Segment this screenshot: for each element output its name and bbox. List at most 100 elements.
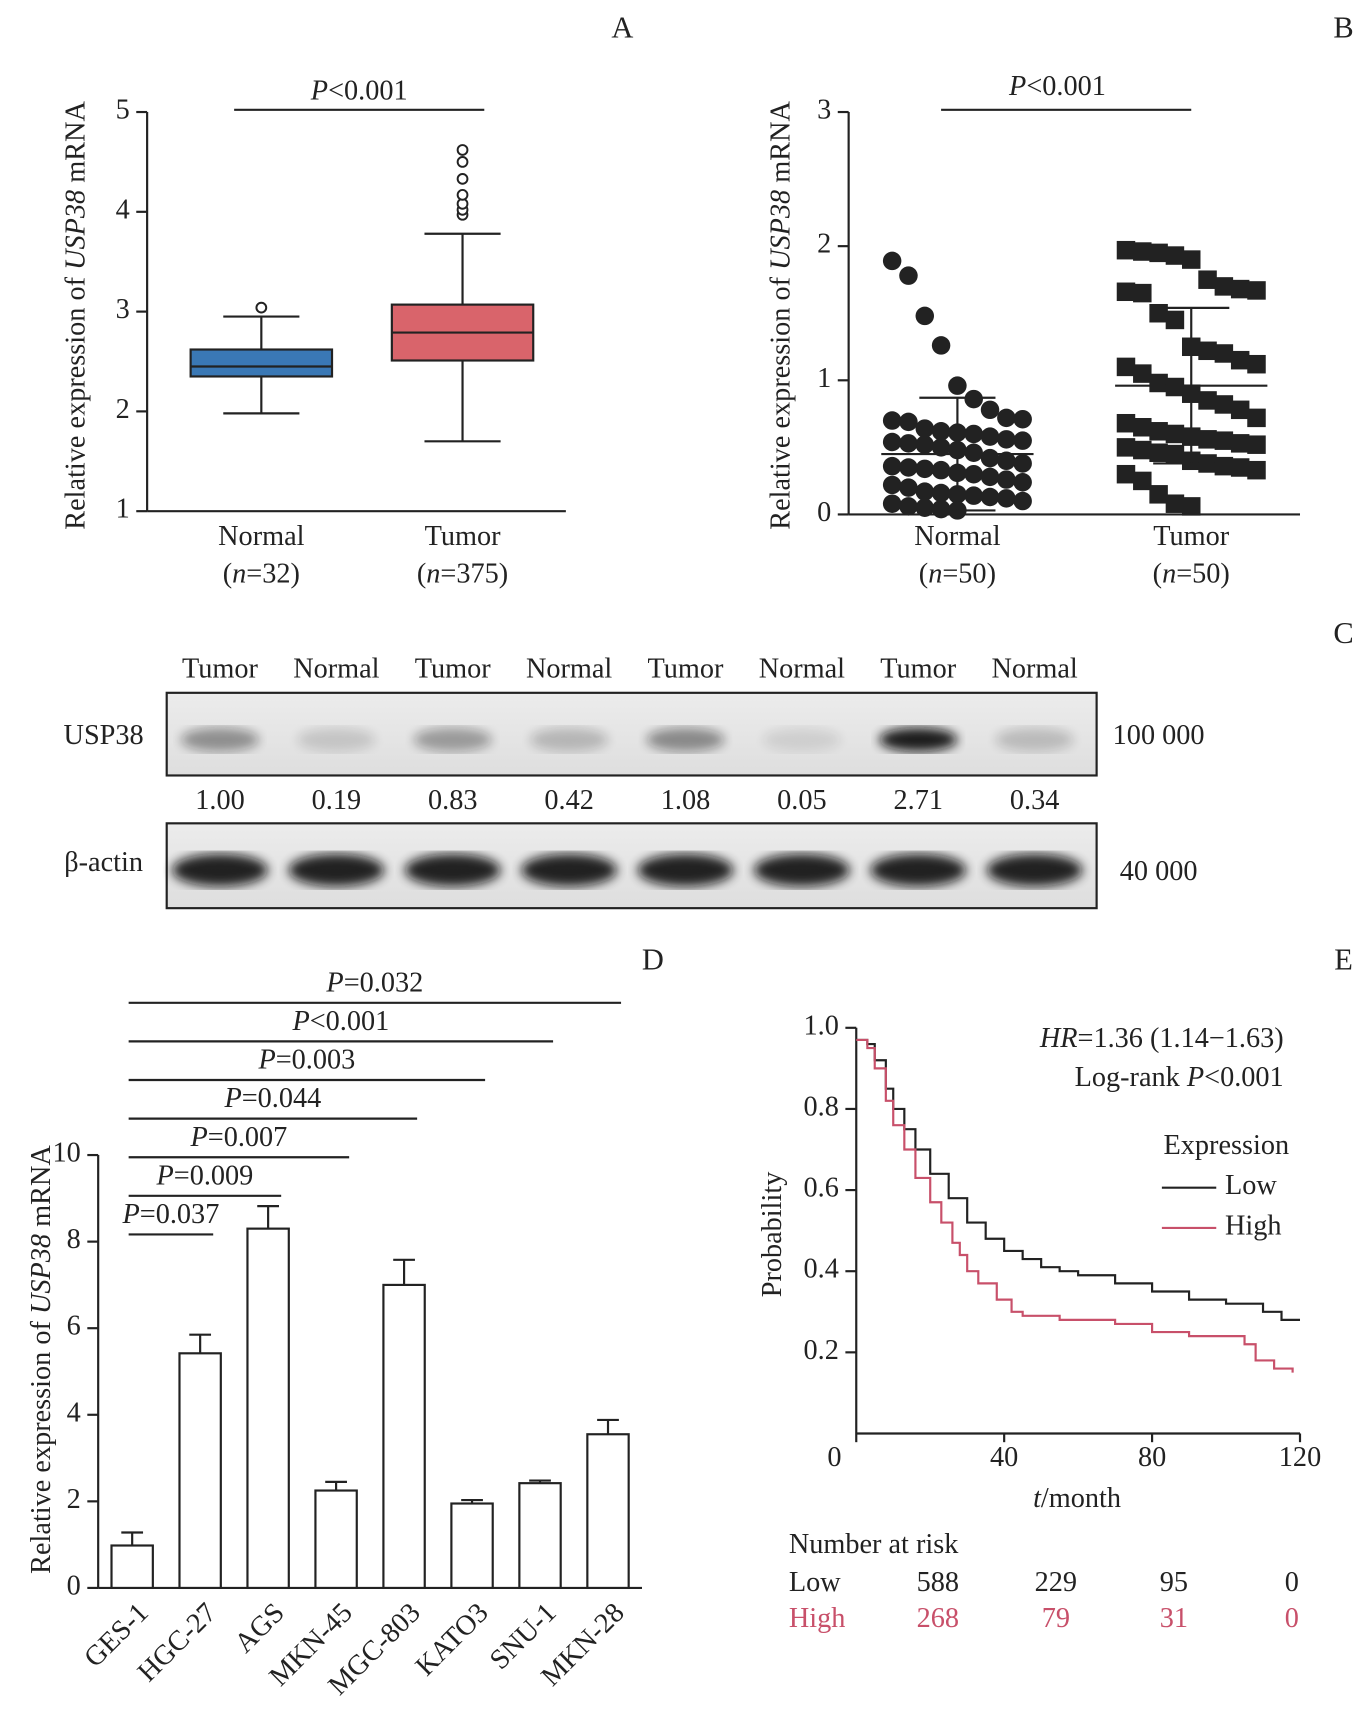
x-tick-label: AGS	[229, 1597, 291, 1659]
point	[1247, 435, 1266, 454]
lane-label: Tumor	[880, 654, 957, 685]
quantification: 1.00	[195, 785, 244, 816]
bar	[246, 1227, 290, 1590]
point	[1181, 250, 1201, 269]
y-axis-label: Relative expression of USP38 mRNA	[26, 1145, 57, 1574]
bar	[518, 1482, 562, 1590]
y-tick-label: 2	[67, 1484, 81, 1515]
outlier	[456, 188, 469, 201]
row-label: USP38	[64, 720, 144, 751]
y-tick-label: 0	[67, 1570, 81, 1601]
x-tick-label: 40	[990, 1442, 1018, 1473]
p-value: P<0.001	[310, 76, 408, 107]
point	[899, 266, 918, 285]
x-tick-label: 80	[1138, 1442, 1166, 1473]
point	[882, 475, 902, 495]
point	[964, 443, 983, 462]
x-tick-label: Tumor	[1153, 521, 1230, 552]
point	[931, 483, 951, 503]
point	[980, 400, 1000, 420]
x-tick-sublabel: (n=50)	[1153, 559, 1230, 590]
y-tick-label: 6	[67, 1311, 81, 1342]
point	[1116, 282, 1136, 302]
point	[915, 459, 935, 479]
point	[1165, 494, 1185, 513]
point	[1198, 430, 1217, 449]
point	[1214, 277, 1234, 296]
panel-label: D	[642, 943, 664, 977]
outlier	[456, 144, 469, 156]
point	[1214, 456, 1234, 476]
point	[1247, 354, 1266, 374]
usp38-band	[413, 727, 492, 752]
point	[1133, 418, 1152, 437]
risk-count: 588	[917, 1567, 959, 1598]
point	[931, 422, 951, 441]
p-value: P<0.001	[291, 1006, 389, 1037]
point	[1165, 424, 1185, 444]
point	[1149, 485, 1168, 504]
point	[1013, 491, 1032, 511]
point	[1214, 344, 1234, 363]
point	[1013, 454, 1032, 473]
quantification: 1.08	[661, 785, 710, 816]
point	[1198, 341, 1217, 361]
point	[1013, 431, 1032, 450]
point	[1181, 497, 1201, 516]
point	[997, 430, 1016, 449]
y-tick-label: 5	[116, 95, 130, 126]
usp38-band	[762, 727, 842, 752]
x-tick-sublabel: (n=32)	[223, 559, 300, 590]
point	[882, 432, 902, 452]
point	[997, 470, 1016, 489]
point	[1214, 395, 1234, 414]
survival-curve	[856, 1038, 1301, 1321]
y-tick-label: 4	[67, 1397, 81, 1428]
row-label: β-actin	[64, 847, 143, 878]
quantification: 0.19	[312, 785, 361, 816]
risk-count: 95	[1160, 1567, 1188, 1598]
point	[1116, 438, 1136, 457]
panel-label: E	[1334, 943, 1353, 977]
point	[1165, 377, 1185, 397]
legend-title: Expression	[1164, 1130, 1290, 1161]
y-tick-label: 1.0	[804, 1010, 839, 1041]
point	[915, 306, 935, 326]
point	[1116, 357, 1136, 377]
point	[1116, 464, 1136, 484]
point	[1247, 281, 1266, 300]
size-label: 100 000	[1113, 720, 1205, 751]
usp38-band	[529, 727, 609, 752]
point	[931, 336, 951, 355]
legend-label: High	[1225, 1210, 1282, 1241]
lane-label: Tumor	[415, 654, 492, 685]
legend-label: Low	[1225, 1170, 1277, 1201]
x-axis-label: t/month	[1033, 1483, 1121, 1514]
point	[1133, 283, 1152, 303]
outlier	[456, 173, 469, 185]
point	[882, 456, 902, 476]
point	[882, 494, 902, 513]
x-tick-label: 120	[1279, 1442, 1321, 1473]
actin-band	[637, 853, 734, 887]
y-tick-label: 8	[67, 1224, 81, 1255]
panel-label: A	[611, 10, 633, 44]
point	[931, 438, 951, 457]
point	[1198, 391, 1217, 410]
point	[1214, 431, 1234, 450]
usp38-band	[995, 727, 1074, 752]
y-tick-label: 3	[817, 95, 831, 126]
y-tick-label: 0.6	[804, 1173, 839, 1204]
x-tick-sublabel: (n=375)	[417, 559, 508, 590]
size-label: 40 000	[1120, 856, 1198, 887]
annotation: Log-rank P<0.001	[1075, 1062, 1284, 1093]
point	[931, 460, 951, 480]
point	[1230, 350, 1250, 370]
quantification: 2.71	[894, 785, 943, 816]
p-value: P=0.032	[325, 968, 423, 999]
point	[915, 482, 935, 501]
bar	[450, 1502, 494, 1590]
point	[964, 486, 983, 505]
actin-band	[870, 853, 967, 887]
